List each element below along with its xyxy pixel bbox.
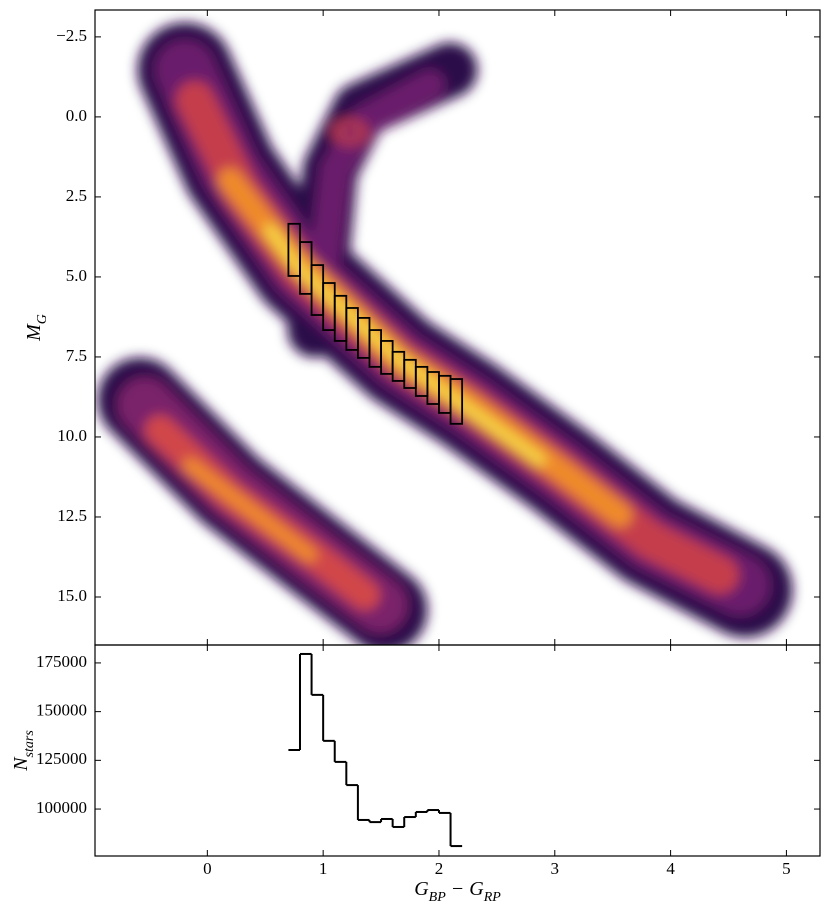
axis-label-main: G <box>414 878 429 900</box>
axis-label-main: − G <box>446 878 484 900</box>
y-tick-label: 7.5 <box>66 346 87 365</box>
y-tick-label: 0.0 <box>66 106 87 125</box>
y-tick-label: 2.5 <box>66 186 87 205</box>
axis-label: Nstars <box>10 730 37 772</box>
y-tick-label: 12.5 <box>57 506 87 525</box>
axis-label-sub: stars <box>22 730 37 758</box>
y-tick-label: −2.5 <box>56 26 87 45</box>
x-tick-label: 4 <box>666 859 675 878</box>
y-tick-label: 125000 <box>36 749 87 768</box>
y-tick-label: 100000 <box>36 798 87 817</box>
x-tick-label: 1 <box>319 859 328 878</box>
axis-label-main: N <box>10 756 32 772</box>
x-tick-label: 3 <box>551 859 560 878</box>
axis-label: GBP − GRP <box>414 878 501 905</box>
axis-label-sub: RP <box>483 890 502 905</box>
y-tick-label: 5.0 <box>66 266 87 285</box>
axis-label-sub: BP <box>429 890 447 905</box>
y-tick-label: 10.0 <box>57 426 87 445</box>
axis-label-sub: G <box>35 314 50 324</box>
x-tick-label: 2 <box>435 859 444 878</box>
selection-box <box>449 378 464 425</box>
y-tick-label: 15.0 <box>57 586 87 605</box>
axis-label-main: M <box>23 323 45 342</box>
y-tick-label: 150000 <box>36 701 87 720</box>
x-tick-label: 0 <box>203 859 212 878</box>
density-cloud <box>97 22 793 645</box>
y-tick-label: 175000 <box>36 652 87 671</box>
x-tick-label: 5 <box>782 859 791 878</box>
plot-frame <box>94 644 821 857</box>
axis-label: MG <box>23 314 50 342</box>
